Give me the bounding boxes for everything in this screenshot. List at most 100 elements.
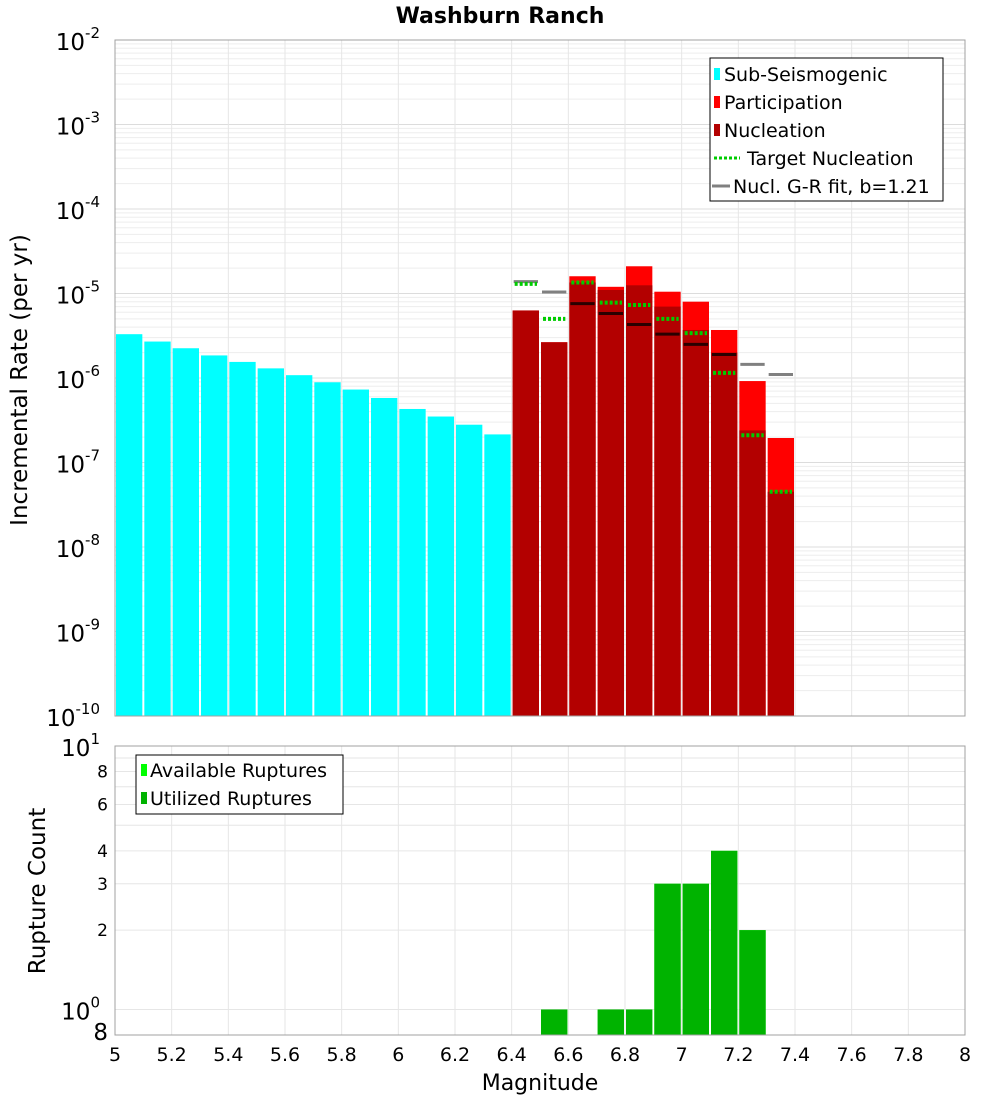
top-y-tick-label: 10-5 xyxy=(56,278,100,310)
utilized-ruptures-bar xyxy=(711,850,738,1035)
top-legend-box xyxy=(709,57,944,202)
bottom-y-tick-base: 10 xyxy=(61,999,90,1025)
top-y-tick-base: 10 xyxy=(56,30,85,56)
legend-swatch xyxy=(714,96,720,108)
utilized-ruptures-bar xyxy=(626,1009,653,1035)
legend-label: Target Nucleation xyxy=(746,148,914,170)
bottom-y-minor-tick-label: 3 xyxy=(97,875,108,895)
legend-swatch xyxy=(141,764,147,776)
x-tick-label: 6.8 xyxy=(610,1044,640,1066)
top-y-axis-label: Incremental Rate (per yr) xyxy=(7,234,33,526)
sub-seismogenic-bar xyxy=(371,397,398,716)
legend-swatch xyxy=(141,792,147,804)
bottom-y-tick-exponent: 0 xyxy=(90,993,100,1011)
sub-seismogenic-bar xyxy=(399,408,426,716)
nucleation-bar xyxy=(682,329,709,716)
top-y-tick-exponent: -6 xyxy=(85,362,100,380)
x-tick-label: 5.8 xyxy=(327,1044,357,1066)
nucleation-bar xyxy=(654,306,681,716)
nucleation-bar xyxy=(541,342,568,716)
legend-label: Participation xyxy=(724,92,843,114)
legend-label: Available Ruptures xyxy=(150,760,327,782)
nucleation-bar xyxy=(739,430,766,716)
bottom-y-tick-label: 101 xyxy=(61,730,100,762)
bottom-bars xyxy=(541,850,766,1035)
utilized-ruptures-bar xyxy=(654,883,681,1035)
x-tick-label: 5.2 xyxy=(157,1044,187,1066)
top-y-tick-label: 10-7 xyxy=(56,447,100,479)
nucleation-bar xyxy=(767,491,794,716)
top-y-tick-base: 10 xyxy=(56,368,85,394)
legend-swatch xyxy=(714,124,720,136)
x-axis-label: Magnitude xyxy=(482,1071,599,1096)
utilized-ruptures-bar xyxy=(682,883,709,1035)
legend-label: Utilized Ruptures xyxy=(150,788,312,810)
bottom-y-tick-label: 100 xyxy=(61,993,100,1025)
top-y-tick-base: 10 xyxy=(46,706,75,732)
bottom-y-minor-tick-label: 4 xyxy=(97,842,108,862)
chart-title: Washburn Ranch xyxy=(396,4,605,29)
top-bars xyxy=(116,266,794,716)
x-tick-label: 5.4 xyxy=(213,1044,243,1066)
x-tick-label: 5.6 xyxy=(270,1044,300,1066)
bottom-y-minor-tick-label: 6 xyxy=(97,795,108,815)
top-y-tick-base: 10 xyxy=(56,115,85,141)
x-tick-label: 5 xyxy=(109,1044,121,1066)
bottom-legend-box xyxy=(135,754,344,815)
utilized-ruptures-bar xyxy=(597,1009,624,1035)
top-y-tick-base: 10 xyxy=(56,622,85,648)
legend-label: Nucleation xyxy=(724,120,826,142)
x-tick-label: 8 xyxy=(959,1044,971,1066)
x-tick-label: 7.4 xyxy=(780,1044,810,1066)
sub-seismogenic-bar xyxy=(172,348,199,716)
utilized-ruptures-bar xyxy=(739,930,766,1035)
sub-seismogenic-bar xyxy=(456,424,483,716)
x-tick-label: 7.8 xyxy=(893,1044,923,1066)
top-y-tick-exponent: -4 xyxy=(85,193,100,211)
x-tick-label: 7.2 xyxy=(723,1044,753,1066)
top-y-tick-label: 10-6 xyxy=(56,362,100,394)
sub-seismogenic-bar xyxy=(484,434,511,716)
x-tick-label: 6.4 xyxy=(497,1044,527,1066)
legend-label: Nucl. G-R fit, b=1.21 xyxy=(733,176,930,198)
x-tick-label: 6 xyxy=(392,1044,404,1066)
top-y-tick-exponent: -2 xyxy=(85,24,100,42)
top-y-tick-exponent: -10 xyxy=(76,700,101,718)
sub-seismogenic-bar xyxy=(201,355,228,716)
sub-seismogenic-bar xyxy=(144,341,171,716)
sub-seismogenic-bar xyxy=(257,368,284,716)
top-y-tick-label: 10-9 xyxy=(56,616,100,648)
utilized-ruptures-bar xyxy=(541,1009,568,1035)
top-y-tick-exponent: -9 xyxy=(85,616,100,634)
bottom-y-tick-exponent: 1 xyxy=(90,730,100,748)
top-y-tick-base: 10 xyxy=(56,284,85,310)
top-plot-frame xyxy=(114,39,966,717)
x-tick-label: 6.6 xyxy=(553,1044,583,1066)
sub-seismogenic-bar xyxy=(314,382,341,716)
top-grid xyxy=(114,40,966,717)
x-tick-label: 7.6 xyxy=(837,1044,867,1066)
top-y-tick-exponent: -3 xyxy=(85,109,100,127)
legend-swatch xyxy=(714,68,720,80)
nucleation-bar xyxy=(512,310,539,716)
top-y-tick-label: 10-4 xyxy=(56,193,100,225)
bottom-y-minor-tick-label: 2 xyxy=(97,921,108,941)
bottom-legend: Available Ruptures Utilized Ruptures xyxy=(135,754,344,815)
bottom-y-minor-tick-label: 8 xyxy=(93,1020,108,1046)
top-y-tick-label: 10-8 xyxy=(56,531,100,563)
top-y-tick-label: 10-3 xyxy=(56,109,100,141)
top-y-tick-exponent: -5 xyxy=(85,278,100,296)
nucleation-bar xyxy=(569,282,596,716)
top-y-tick-base: 10 xyxy=(56,199,85,225)
bottom-y-axis-label: Rupture Count xyxy=(25,808,51,974)
top-y-tick-exponent: -8 xyxy=(85,531,100,549)
sub-seismogenic-bar xyxy=(286,375,313,716)
top-y-tick-exponent: -7 xyxy=(85,447,100,465)
x-tick-label: 7 xyxy=(676,1044,688,1066)
sub-seismogenic-bar xyxy=(229,361,256,716)
sub-seismogenic-bar xyxy=(116,334,143,716)
x-tick-label: 6.2 xyxy=(440,1044,470,1066)
nucleation-bar xyxy=(626,285,653,716)
